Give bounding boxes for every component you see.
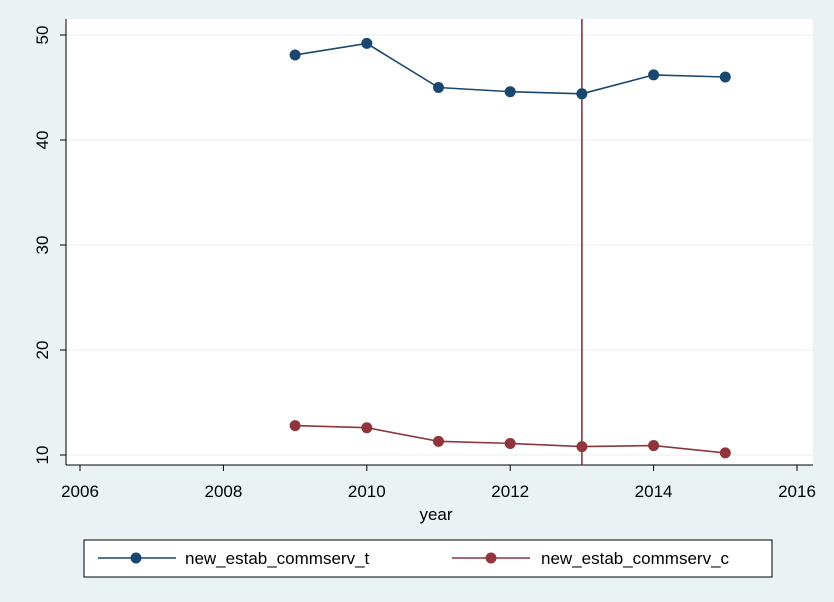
series-2-point — [289, 420, 301, 432]
y-tick-label: 30 — [33, 236, 52, 255]
series-2-point — [719, 447, 731, 459]
series-1-point — [648, 69, 660, 81]
y-tick-label: 50 — [33, 26, 52, 45]
x-tick-label: 2012 — [491, 482, 529, 501]
legend-marker-series-2 — [485, 552, 497, 564]
x-axis-title: year — [419, 505, 452, 524]
series-1-point — [719, 71, 731, 83]
tick-layer: 10 20 30 40 50 2006 2008 2010 2012 2014 2016 — [33, 26, 816, 501]
series-1-point — [361, 37, 373, 49]
series-2-point — [433, 435, 444, 447]
x-tick-label: 2008 — [204, 482, 242, 501]
series-1-point — [576, 88, 588, 100]
series-2-point — [648, 440, 660, 452]
legend-label-series-2: new_estab_commserv_c — [541, 549, 730, 568]
series-1-point — [289, 49, 301, 61]
y-tick-label: 40 — [33, 131, 52, 150]
series-layer — [289, 37, 731, 459]
legend-label-series-1: new_estab_commserv_t — [185, 549, 370, 568]
series-2-point — [576, 441, 588, 453]
x-tick-label: 2006 — [61, 482, 99, 501]
grid-lines — [66, 34, 813, 456]
series-2-point — [504, 437, 516, 449]
series-1-point — [504, 86, 516, 98]
legend: new_estab_commserv_t new_estab_commserv_… — [83, 539, 773, 578]
legend-marker-series-1 — [130, 552, 142, 564]
x-tick-label: 2016 — [778, 482, 816, 501]
x-tick-label: 2014 — [635, 482, 673, 501]
y-tick-label: 10 — [33, 446, 52, 465]
x-tick-label: 2010 — [348, 482, 386, 501]
series-2-point — [361, 422, 373, 434]
plot-area — [66, 19, 813, 465]
series-1-point — [433, 82, 444, 93]
legend-box — [83, 539, 773, 578]
y-tick-label: 20 — [33, 341, 52, 360]
axis-frame — [65, 19, 813, 466]
